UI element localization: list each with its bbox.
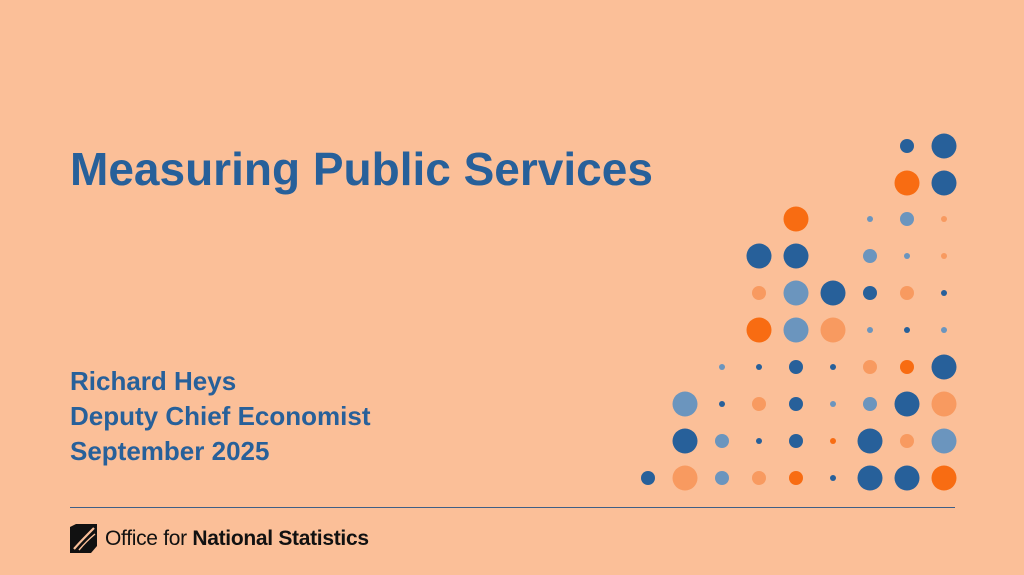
decorative-dot	[931, 391, 957, 417]
decorative-dot	[900, 434, 914, 448]
decorative-dot	[941, 253, 947, 259]
decorative-dot	[863, 286, 877, 300]
decorative-dot	[672, 428, 698, 454]
decorative-dot	[719, 401, 725, 407]
decorative-dot-pattern	[641, 133, 957, 491]
decorative-dot	[830, 475, 836, 481]
decorative-dot	[904, 253, 910, 259]
decorative-dot	[715, 434, 729, 448]
decorative-dot	[863, 360, 877, 374]
slide-title: Measuring Public Services	[70, 143, 653, 195]
decorative-dot	[783, 317, 809, 343]
decorative-dot	[900, 139, 914, 153]
decorative-dot	[931, 354, 957, 380]
decorative-dot	[857, 428, 883, 454]
decorative-dot	[830, 401, 836, 407]
decorative-dot	[641, 471, 655, 485]
decorative-dot	[900, 360, 914, 374]
presenter-role: Deputy Chief Economist	[70, 401, 371, 431]
decorative-dot	[756, 364, 762, 370]
decorative-dot	[789, 397, 803, 411]
decorative-dot	[863, 397, 877, 411]
decorative-dot	[672, 391, 698, 417]
decorative-dot	[867, 327, 873, 333]
decorative-dot	[867, 216, 873, 222]
decorative-dot	[756, 438, 762, 444]
decorative-dot	[894, 465, 920, 491]
decorative-dot	[789, 360, 803, 374]
decorative-dot	[941, 290, 947, 296]
decorative-dot	[900, 286, 914, 300]
decorative-dot	[715, 471, 729, 485]
decorative-dot	[783, 280, 809, 306]
decorative-dot	[894, 170, 920, 196]
ons-logo-text: Office for National Statistics	[105, 527, 369, 551]
ons-logo-icon	[70, 524, 97, 553]
decorative-dot	[857, 465, 883, 491]
decorative-dot	[931, 428, 957, 454]
decorative-dot	[672, 465, 698, 491]
decorative-dot	[746, 317, 772, 343]
decorative-dot	[863, 249, 877, 263]
decorative-dot	[830, 364, 836, 370]
footer-divider	[70, 507, 955, 508]
logo-name: National Statistics	[192, 526, 369, 550]
decorative-dot	[931, 170, 957, 196]
decorative-dot	[719, 364, 725, 370]
decorative-dot	[789, 471, 803, 485]
logo-prefix: Office for	[105, 526, 187, 550]
decorative-dot	[783, 243, 809, 269]
ons-logo: Office for National Statistics	[70, 524, 369, 553]
decorative-dot	[820, 317, 846, 343]
decorative-dot	[752, 471, 766, 485]
presenter-name: Richard Heys	[70, 366, 237, 396]
decorative-dot	[931, 465, 957, 491]
presentation-date: September 2025	[70, 436, 270, 466]
decorative-dot	[931, 133, 957, 159]
decorative-dot	[904, 327, 910, 333]
decorative-dot	[752, 286, 766, 300]
decorative-dot	[746, 243, 772, 269]
presenter-block: Richard Heys Deputy Chief Economist Sept…	[70, 364, 370, 469]
decorative-dot	[894, 391, 920, 417]
decorative-dot	[900, 212, 914, 226]
decorative-dot	[941, 327, 947, 333]
decorative-dot	[752, 397, 766, 411]
decorative-dot	[820, 280, 846, 306]
decorative-dot	[830, 438, 836, 444]
decorative-dot	[783, 206, 809, 232]
decorative-dot	[789, 434, 803, 448]
decorative-dot	[941, 216, 947, 222]
